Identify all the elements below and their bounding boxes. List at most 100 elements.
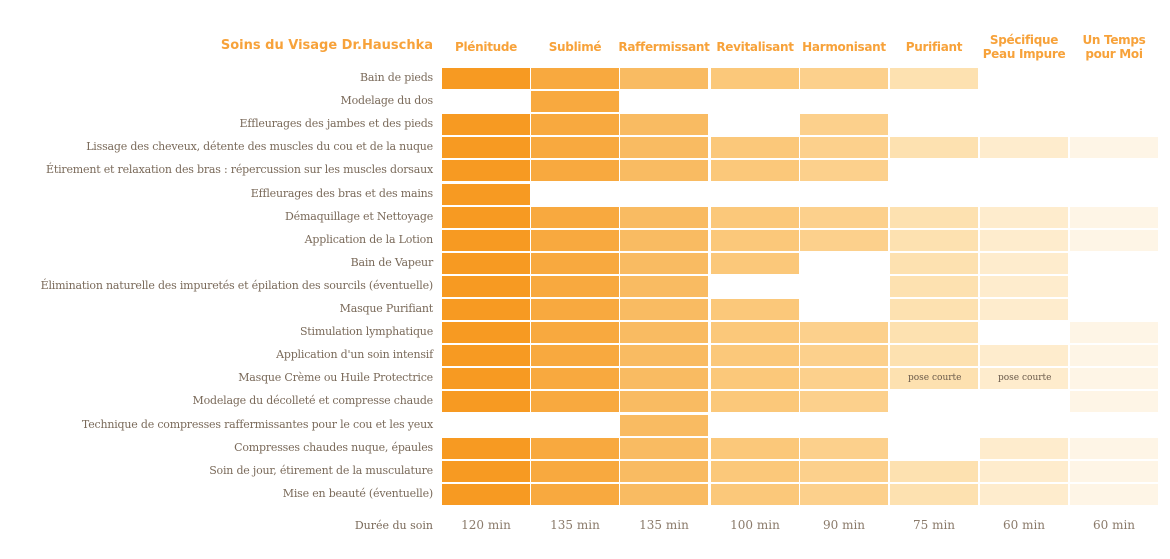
- cell-row9-col4: [711, 252, 799, 274]
- row-label: Modelage du décolleté et compresse chaud…: [192, 394, 434, 408]
- cell-row19-col2: [531, 483, 619, 505]
- cell-note: pose courte: [998, 373, 1052, 384]
- cell-row10-col1: [442, 275, 530, 297]
- cell-row15-col1: [442, 391, 530, 413]
- cell-row5-col2: [531, 160, 619, 182]
- cell-row14-col7: [980, 368, 1068, 390]
- column-header-7: Spécifique Peau Impure: [982, 33, 1066, 61]
- cell-row19-col6: [890, 483, 978, 505]
- cell-row4-col6: [890, 137, 978, 159]
- cell-row13-col8: [1070, 345, 1158, 367]
- cell-row4-col5: [800, 137, 888, 159]
- column-header-2: Sublimé: [548, 40, 602, 54]
- cell-row9-col7: [980, 252, 1068, 274]
- cell-row1-col4: [711, 68, 799, 89]
- cell-row7-col1: [442, 206, 530, 228]
- cell-row8-col1: [442, 229, 530, 251]
- cell-row7-col3: [620, 206, 708, 228]
- column-header-1: Plénitude: [454, 40, 517, 54]
- cell-row13-col1: [442, 345, 530, 367]
- row-label: Effleurages des bras et des mains: [250, 186, 433, 200]
- cell-row12-col6: [890, 322, 978, 344]
- duration-value: 90 min: [822, 518, 866, 532]
- cell-row15-col2: [531, 391, 619, 413]
- cell-row15-col3: [620, 391, 708, 413]
- cell-row8-col5: [800, 229, 888, 251]
- cell-row9-col1: [442, 252, 530, 274]
- duration-value: 135 min: [550, 518, 600, 532]
- row-label: Stimulation lymphatique: [299, 325, 433, 339]
- cell-row7-col4: [711, 206, 799, 228]
- cell-row13-col4: [711, 345, 799, 367]
- cell-row1-col6: [890, 68, 978, 89]
- cell-row5-col4: [711, 160, 799, 182]
- cell-row1-col5: [800, 68, 888, 89]
- cell-row18-col8: [1070, 460, 1158, 482]
- cell-row14-col4: [711, 368, 799, 390]
- cell-row14-col6: [890, 368, 978, 390]
- cell-row19-col5: [800, 483, 888, 505]
- row-label: Application de la Lotion: [304, 232, 434, 246]
- column-header-4: Revitalisant: [716, 40, 794, 54]
- cell-row17-col3: [620, 437, 708, 459]
- row-label: Élimination naturelle des impuretés et é…: [40, 278, 434, 292]
- cell-row5-col1: [442, 160, 530, 182]
- cell-row11-col1: [442, 299, 530, 320]
- cell-row10-col3: [620, 275, 708, 297]
- cell-row17-col5: [800, 437, 888, 459]
- cell-row10-col2: [531, 275, 619, 297]
- table-title: Soins du Visage Dr.Hauschka: [220, 38, 433, 53]
- column-header-6: Purifiant: [905, 40, 963, 54]
- cell-row8-col3: [620, 229, 708, 251]
- cell-row2-col2: [531, 91, 619, 113]
- cell-row4-col4: [711, 137, 799, 159]
- cell-row17-col1: [442, 437, 530, 459]
- cell-row14-col2: [531, 368, 619, 390]
- cell-row18-col7: [980, 460, 1068, 482]
- cell-row7-col8: [1070, 206, 1158, 228]
- cell-row8-col4: [711, 229, 799, 251]
- cell-row18-col5: [800, 460, 888, 482]
- cell-row19-col3: [620, 483, 708, 505]
- cell-row18-col4: [711, 460, 799, 482]
- cell-row12-col1: [442, 322, 530, 344]
- cell-row17-col2: [531, 437, 619, 459]
- row-label: Masque Purifiant: [339, 302, 434, 315]
- cell-row19-col8: [1070, 483, 1158, 505]
- cell-row5-col5: [800, 160, 888, 182]
- cell-row14-col1: [442, 368, 530, 390]
- row-label: Masque Crème ou Huile Protectrice: [238, 371, 433, 385]
- cell-row13-col5: [800, 345, 888, 367]
- cell-row4-col1: [442, 137, 530, 159]
- cell-row10-col7: [980, 275, 1068, 297]
- column-header-8: Un Temps pour Moi: [1082, 33, 1146, 61]
- cell-row16-col3: [620, 414, 708, 436]
- cell-row3-col2: [531, 114, 619, 136]
- row-label: Bain de Vapeur: [350, 255, 434, 269]
- row-label: Modelage du dos: [340, 94, 434, 108]
- row-label: Compresses chaudes nuque, épaules: [234, 440, 433, 454]
- cell-row12-col5: [800, 322, 888, 344]
- cell-row12-col3: [620, 322, 708, 344]
- duration-label: Durée du soin: [354, 519, 433, 532]
- cell-row17-col4: [711, 437, 799, 459]
- cell-row1-col1: [442, 68, 530, 89]
- cell-row3-col5: [800, 114, 888, 136]
- cell-row4-col2: [531, 137, 619, 159]
- row-label: Application d'un soin intensif: [276, 348, 433, 362]
- cell-row8-col8: [1070, 229, 1158, 251]
- row-label: Effleurages des jambes et des pieds: [239, 117, 434, 131]
- cell-row11-col3: [620, 299, 708, 320]
- cell-row12-col2: [531, 322, 619, 344]
- cell-row9-col2: [531, 252, 619, 274]
- row-label: Technique de compresses raffermissantes …: [81, 417, 433, 431]
- cell-row18-col6: [890, 460, 978, 482]
- cell-row19-col4: [711, 483, 799, 505]
- cell-row18-col1: [442, 460, 530, 482]
- duration-value: 120 min: [461, 518, 511, 532]
- duration-value: 60 min: [1002, 518, 1046, 532]
- cell-row13-col7: [980, 345, 1068, 367]
- cell-row9-col3: [620, 252, 708, 274]
- cell-row14-col8: [1070, 368, 1158, 390]
